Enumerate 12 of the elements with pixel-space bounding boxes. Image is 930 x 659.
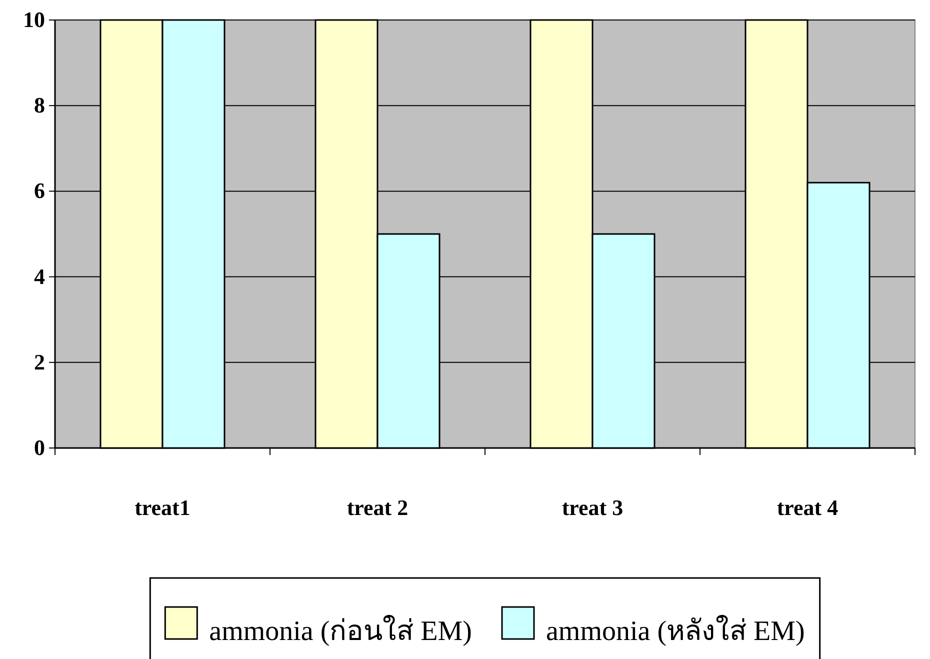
y-tick-label: 8	[34, 92, 45, 118]
x-tick-label: treat 4	[776, 495, 838, 520]
x-tick-label: treat 2	[346, 495, 408, 520]
y-tick-label: 10	[23, 7, 45, 32]
x-tick-label: treat 3	[562, 495, 624, 520]
x-tick-label: treat1	[134, 495, 190, 520]
y-tick-label: 2	[34, 349, 45, 374]
legend-label: ammonia (ก่อนใส่ EM)	[209, 614, 472, 647]
y-tick-label: 0	[34, 435, 45, 460]
legend-label: ammonia (หลังใส่ EM)	[546, 614, 805, 647]
y-tick-label: 4	[34, 264, 45, 289]
y-tick-label: 6	[34, 178, 45, 204]
